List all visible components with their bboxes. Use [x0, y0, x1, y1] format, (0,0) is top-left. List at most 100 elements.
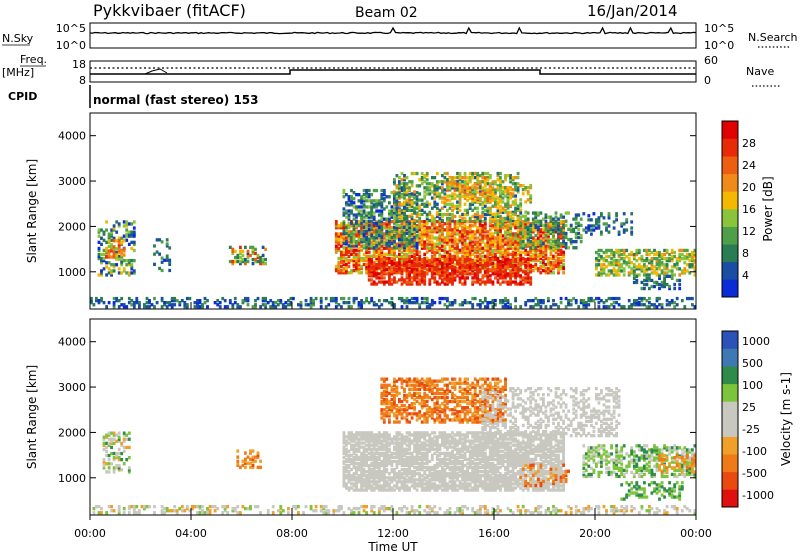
heatmap-cell [567, 228, 570, 231]
heatmap-cell [514, 202, 517, 205]
heatmap-cell [653, 249, 656, 252]
heatmap-cell [678, 279, 681, 282]
heatmap-cell [446, 182, 449, 185]
heatmap-cell [411, 276, 414, 279]
heatmap-cell [234, 297, 237, 300]
heatmap-cell [380, 189, 383, 192]
heatmap-cell [416, 280, 419, 283]
heatmap-cell [375, 209, 378, 212]
heatmap-cell [484, 182, 487, 185]
heatmap-cell [284, 305, 287, 308]
heatmap-cell [189, 297, 192, 300]
frequency-line [90, 70, 696, 74]
heatmap-cell [383, 258, 386, 261]
heatmap-cell [676, 303, 679, 306]
heatmap-cell [492, 280, 495, 283]
heatmap-cell [103, 249, 106, 252]
heatmap-cell [608, 261, 611, 264]
heatmap-cell [603, 505, 606, 508]
heatmap-cell [272, 511, 275, 514]
heatmap-cell [428, 226, 431, 229]
heatmap-cell [118, 505, 121, 508]
heatmap-cell [449, 207, 452, 210]
heatmap-cell [413, 201, 416, 204]
heatmap-cell [638, 511, 641, 514]
heatmap-cell [401, 209, 404, 212]
heatmap-cell [681, 269, 684, 272]
heatmap-cell [446, 195, 449, 198]
heatmap-cell [431, 234, 434, 237]
heatmap-cell [118, 305, 121, 308]
heatmap-cell [456, 238, 459, 241]
heatmap-cell [600, 231, 603, 234]
heatmap-cell [358, 209, 361, 212]
heatmap-cell [524, 301, 527, 304]
heatmap-cell [353, 191, 356, 194]
heatmap-cell [486, 268, 489, 271]
heatmap-cell [466, 276, 469, 279]
heatmap-cell [406, 215, 409, 218]
heatmap-cell [370, 240, 373, 243]
heatmap-cell [527, 299, 530, 302]
heatmap-cell [648, 253, 651, 256]
heatmap-cell [560, 265, 563, 268]
heatmap-cell [663, 509, 666, 512]
colorbar-swatch [722, 156, 738, 174]
heatmap-cell [449, 272, 452, 275]
heatmap-cell [661, 253, 664, 256]
heatmap-cell [471, 507, 474, 510]
heatmap-cell [370, 234, 373, 237]
heatmap-cell [497, 231, 500, 234]
heatmap-cell [348, 301, 351, 304]
heatmap-cell [446, 209, 449, 212]
heatmap-cell [454, 299, 457, 302]
heatmap-cell [350, 195, 353, 198]
heatmap-cell [353, 228, 356, 231]
heatmap-cell [93, 511, 96, 514]
heatmap-cell [527, 226, 530, 229]
heatmap-cell [519, 305, 522, 308]
heatmap-cell [418, 270, 421, 273]
heatmap-cell [623, 305, 626, 308]
heatmap-cell [676, 257, 679, 260]
heatmap-cell [108, 239, 111, 242]
heatmap-cell [320, 297, 323, 300]
heatmap-cell [391, 205, 394, 208]
heatmap-cell [128, 222, 131, 225]
heatmap-cell [418, 240, 421, 243]
heatmap-cell [108, 233, 111, 236]
heatmap-cell [252, 258, 255, 261]
heatmap-cell [423, 180, 426, 183]
heatmap-cell [300, 301, 303, 304]
heatmap-cell [133, 505, 136, 508]
heatmap-cell [378, 242, 381, 245]
heatmap-cell [605, 265, 608, 268]
heatmap-cell [651, 507, 654, 510]
heatmap-cell [471, 240, 474, 243]
heatmap-cell [411, 301, 414, 304]
heatmap-cell [577, 509, 580, 512]
heatmap-cell [423, 220, 426, 223]
heatmap-cell [464, 213, 467, 216]
heatmap-cell [396, 217, 399, 220]
heatmap-cell [224, 299, 227, 302]
heatmap-cell [385, 195, 388, 198]
heatmap-cell [401, 234, 404, 237]
heatmap-cell [277, 509, 280, 512]
heatmap-cell [343, 301, 346, 304]
heatmap-cell [348, 195, 351, 198]
heatmap-cell [345, 216, 348, 219]
heatmap-cell [479, 193, 482, 196]
heatmap-cell [595, 297, 598, 300]
heatmap-cell [504, 231, 507, 234]
heatmap-cell [378, 199, 381, 202]
heatmap-cell [449, 266, 452, 269]
heatmap-cell [613, 273, 616, 276]
heatmap-cell [348, 259, 351, 262]
heatmap-cell [343, 230, 346, 233]
heatmap-cell [565, 232, 568, 235]
heatmap-cell [264, 297, 267, 300]
heatmap-cell [383, 505, 386, 508]
heatmap-cell [456, 232, 459, 235]
heatmap-cell [456, 267, 459, 270]
